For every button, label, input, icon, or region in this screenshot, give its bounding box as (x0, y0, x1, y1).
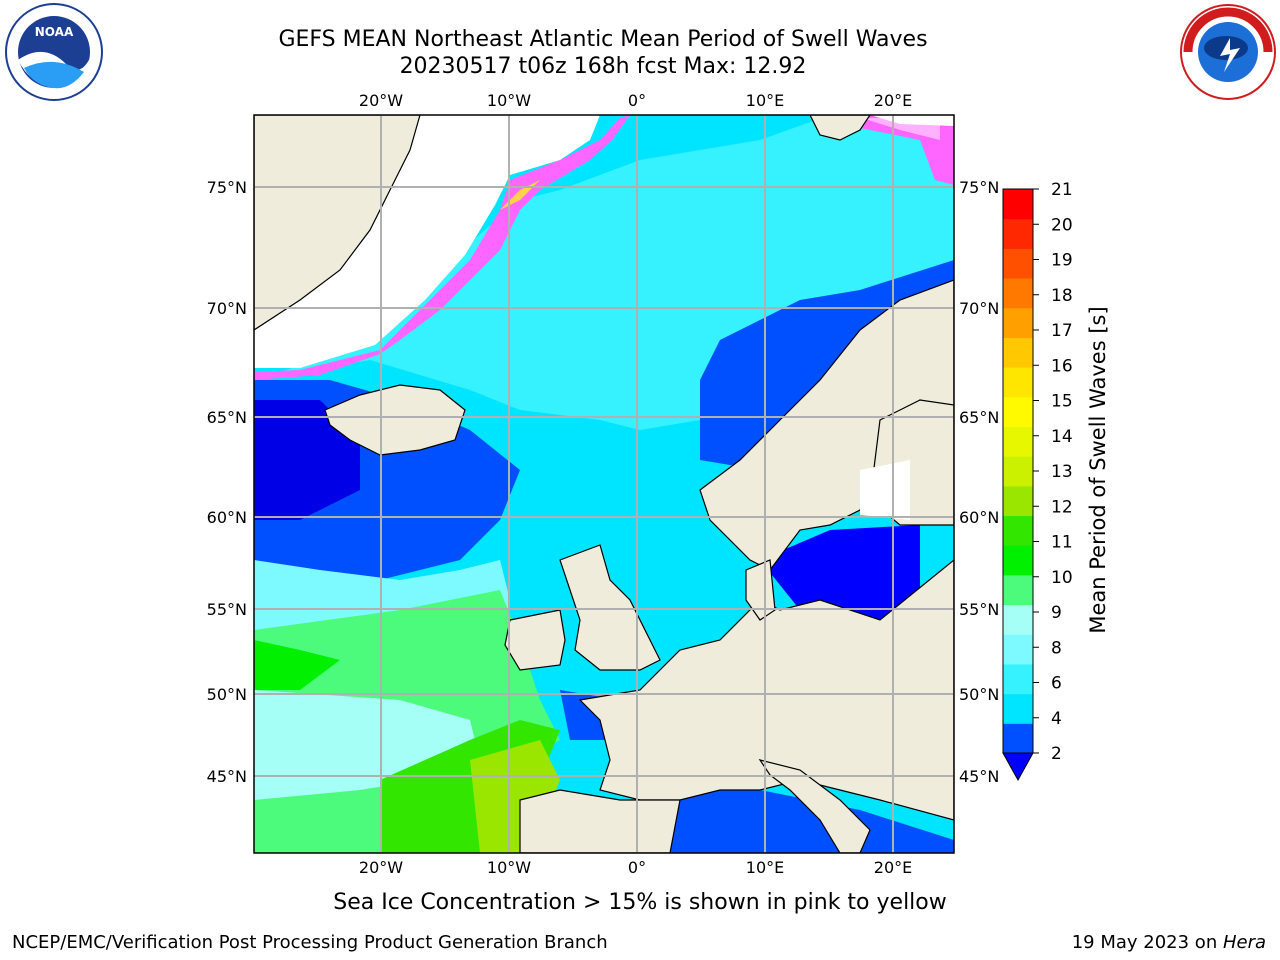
lat-label: 45°N (207, 767, 247, 786)
land-iceland (324, 384, 466, 456)
lat-label: 45°N (959, 767, 999, 786)
nws-logo (1180, 4, 1276, 100)
lat-label: 65°N (959, 408, 999, 427)
colorbar-tick-label: 6 (1051, 674, 1062, 694)
lon-label: 10°E (746, 858, 784, 877)
noaa-wordmark: NOAA (35, 25, 74, 39)
lat-label: 60°N (207, 508, 247, 527)
lat-label: 75°N (959, 178, 999, 197)
colorbar-ticks: 21 20 19 18 17 16 15 14 13 12 11 10 9 8 6 4 2 (1033, 180, 1073, 764)
land-italy (758, 759, 871, 853)
colorbar-swatch (1003, 307, 1033, 338)
lon-label: 10°W (487, 858, 531, 877)
zone-2-4-med (650, 780, 954, 853)
land-iberia (519, 789, 681, 853)
lat-label: 75°N (207, 178, 247, 197)
colorbar-tick-label: 16 (1051, 356, 1073, 376)
ice-mask-svalbard (870, 115, 954, 126)
colorbar-tick-label: 2 (1051, 744, 1062, 764)
footer-host: Hera (1222, 932, 1266, 953)
map-plot-area (254, 115, 954, 853)
colorbar-swatch (1003, 574, 1033, 606)
colorbar-tick-label: 9 (1051, 603, 1062, 623)
colorbar-tick-label: 21 (1051, 180, 1073, 200)
noaa-logo: NOAA (5, 3, 103, 101)
zone-under-2 (254, 400, 360, 520)
lat-label: 70°N (959, 299, 999, 318)
colorbar-underflow-arrow (1002, 752, 1034, 782)
lon-label: 20°W (359, 858, 403, 877)
zone-under-2-baltic (760, 525, 920, 620)
colorbar-swatch (1003, 515, 1033, 546)
chart-title: GEFS MEAN Northeast Atlantic Mean Period… (278, 27, 928, 52)
zone-10-11-west (254, 640, 340, 690)
colorbar-swatch (1003, 367, 1033, 398)
lon-label: 0° (628, 91, 646, 110)
lat-label: 55°N (959, 600, 999, 619)
colorbar-swatch (1003, 545, 1033, 576)
colorbar-swatch (1003, 693, 1033, 724)
colorbar-tick-label: 14 (1051, 427, 1073, 447)
land-ireland (504, 609, 566, 671)
colorbar-swatch (1003, 396, 1033, 427)
sea-ice-edge-greenland (254, 115, 630, 380)
colorbar-swatch (1003, 604, 1033, 635)
colorbar-swatch (1003, 426, 1033, 457)
colorbar-tick-label: 8 (1051, 638, 1062, 658)
colorbar-swatch (1003, 248, 1033, 279)
lat-label: 70°N (207, 299, 247, 318)
colorbar-swatch (1003, 485, 1033, 517)
colorbar-tick-label: 18 (1051, 286, 1073, 306)
map-frame (253, 114, 955, 854)
colorbar-tick-label: 19 (1051, 251, 1073, 271)
colorbar-swatch (1003, 723, 1033, 754)
lon-label: 10°E (746, 91, 784, 110)
land-greenland (254, 115, 421, 331)
colorbar-tick-label: 17 (1051, 321, 1073, 341)
lon-label: 20°E (874, 858, 912, 877)
land-svalbard (809, 115, 871, 141)
colorbar-tick-label: 11 (1051, 533, 1073, 553)
lon-labels-bottom: 20°W 10°W 0° 10°E 20°E (359, 858, 912, 877)
lon-label: 0° (628, 858, 646, 877)
lon-labels-top: 20°W 10°W 0° 10°E 20°E (359, 91, 912, 110)
colorbar-tick-label: 10 (1051, 568, 1073, 588)
lat-label: 60°N (959, 508, 999, 527)
footer-date: 19 May 2023 on Hera (1072, 932, 1266, 953)
lat-label: 50°N (959, 685, 999, 704)
colorbar-tick-label: 13 (1051, 462, 1073, 482)
land-britain (559, 544, 661, 671)
land-europe (578, 559, 954, 821)
lon-label: 20°E (874, 91, 912, 110)
colorbar-tick-label: 20 (1051, 215, 1073, 235)
colorbar-swatch (1003, 278, 1033, 309)
lat-labels-left: 75°N 70°N 65°N 60°N 55°N 50°N 45°N (207, 178, 247, 786)
colorbar-swatch (1003, 663, 1033, 695)
colorbar-swatch (1003, 218, 1033, 249)
lat-label: 55°N (207, 600, 247, 619)
colorbar-swatch (1003, 189, 1033, 220)
lat-label: 50°N (207, 685, 247, 704)
sea-ice-note: Sea Ice Concentration > 15% is shown in … (333, 890, 947, 915)
colorbar-tick-label: 12 (1051, 497, 1073, 517)
footer-date-text: 19 May 2023 on (1071, 932, 1223, 953)
colorbar-swatch (1003, 337, 1033, 368)
colorbar-tick-label: 15 (1051, 392, 1073, 412)
chart-subtitle: 20230517 t06z 168h fcst Max: 12.92 (399, 54, 807, 79)
colorbar (1002, 188, 1034, 782)
footer-credit: NCEP/EMC/Verification Post Processing Pr… (12, 932, 608, 953)
colorbar-label: Mean Period of Swell Waves [s] (1086, 306, 1110, 634)
ice-mask-bothnia (860, 460, 910, 520)
colorbar-swatch (1003, 634, 1033, 665)
lon-label: 10°W (487, 91, 531, 110)
lat-label: 65°N (207, 408, 247, 427)
lat-labels-right: 75°N 70°N 65°N 60°N 55°N 50°N 45°N (959, 178, 999, 786)
colorbar-tick-label: 4 (1051, 709, 1062, 729)
graticule (254, 115, 954, 853)
lon-label: 20°W (359, 91, 403, 110)
colorbar-swatch (1003, 456, 1033, 487)
